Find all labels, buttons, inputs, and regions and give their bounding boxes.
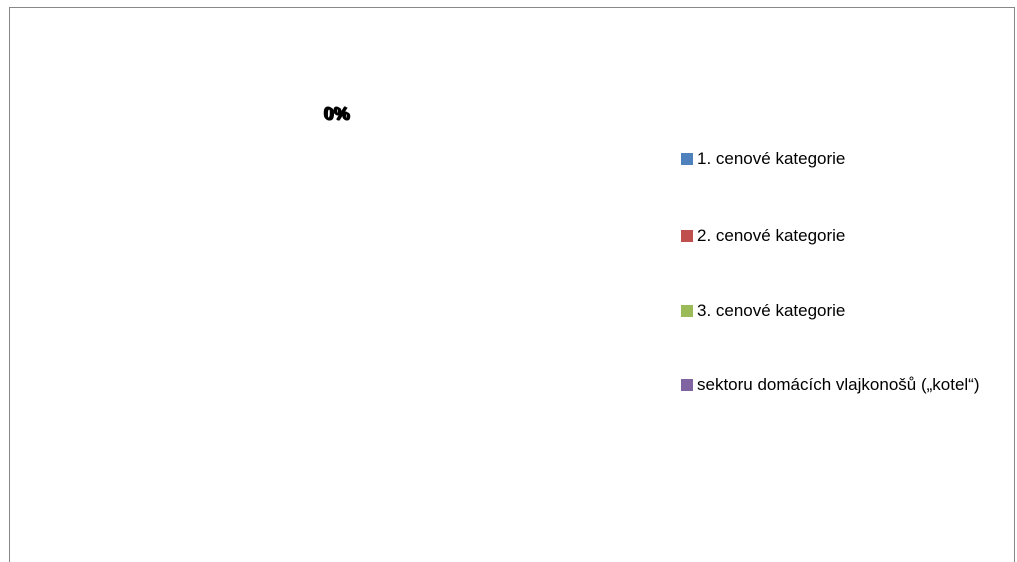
data-label: 0% [324, 104, 350, 124]
legend-label: sektoru domácích vlajkonošů („kotel“) [697, 375, 980, 394]
chart-frame [9, 7, 1015, 562]
legend-swatch [681, 230, 693, 242]
data-label: 0% [323, 103, 349, 123]
legend-swatch [681, 305, 693, 317]
legend-swatch [681, 379, 693, 391]
legend-swatch [681, 153, 693, 165]
data-label: 0% [324, 104, 350, 124]
legend-label: 3. cenové kategorie [697, 301, 846, 320]
legend-label: 1. cenové kategorie [697, 149, 846, 168]
data-label: 0% [325, 105, 351, 125]
legend-label: 2. cenové kategorie [697, 226, 846, 245]
